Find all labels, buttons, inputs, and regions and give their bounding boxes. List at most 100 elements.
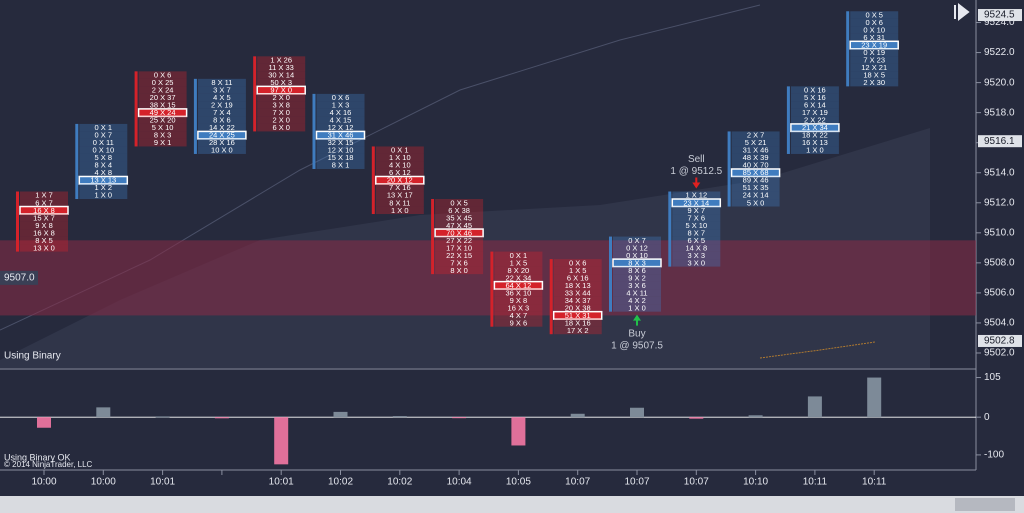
- cell-text: 8 X 6: [213, 116, 231, 125]
- cell-text: 49 X 24: [150, 108, 176, 117]
- cell-text: 8 X 11: [211, 78, 232, 87]
- cell: [553, 296, 602, 305]
- cell-text: 28 X 16: [209, 138, 235, 147]
- bar-strip: [312, 93, 316, 169]
- cell-text: 97 X 0: [270, 86, 292, 95]
- cell-text: 2 X 30: [863, 78, 885, 87]
- y-tick-label: 9514.0: [984, 167, 1015, 178]
- cell: [375, 191, 424, 200]
- cell: [197, 138, 246, 147]
- cell-text: 5 X 0: [747, 198, 765, 207]
- scrollbar[interactable]: [0, 496, 1024, 513]
- cell: [316, 161, 365, 169]
- cell-text: 23 X 19: [861, 41, 887, 50]
- cell-text: 7 X 4: [213, 108, 231, 117]
- cell: [553, 266, 602, 275]
- cell-highlight: [19, 205, 69, 215]
- delta-bar: [748, 415, 763, 418]
- trade-text: 1 @ 9507.5: [611, 340, 663, 351]
- cell-text: 9 X 6: [510, 318, 528, 327]
- cell-text: 0 X 6: [865, 18, 883, 27]
- x-tick-label: 10:02: [328, 477, 353, 488]
- scroll-end-button[interactable]: [954, 2, 970, 22]
- cell: [790, 146, 839, 154]
- cell-text: 0 X 11: [93, 138, 114, 147]
- bar-strip: [846, 11, 850, 87]
- cell-text: 0 X 10: [92, 146, 114, 155]
- cell-text: 9 X 1: [154, 138, 172, 147]
- y-tick-label: -100: [984, 450, 1004, 461]
- cell-text: 8 X 7: [688, 228, 706, 237]
- cell-text: 2 X 22: [804, 116, 826, 125]
- cell: [790, 131, 839, 139]
- cell: [850, 26, 899, 34]
- cell: [79, 184, 128, 192]
- cell: [316, 101, 365, 109]
- cell: [494, 259, 543, 267]
- cell-text: 4 X 7: [510, 311, 528, 320]
- cell-text: 32 X 15: [328, 138, 354, 147]
- cell-text: 8 X 4: [95, 161, 113, 170]
- cell-text: 2 X 19: [211, 101, 233, 110]
- cell-text: 17 X 2: [567, 326, 589, 335]
- cell-text: 0 X 25: [152, 78, 174, 87]
- cell-text: 8 X 20: [508, 266, 530, 275]
- cell-text: 20 X 37: [150, 93, 176, 102]
- y-tick-label: 9506.0: [984, 288, 1015, 299]
- y-tick-label: 9508.0: [984, 257, 1015, 268]
- cell-text: 1 X 2: [95, 183, 113, 192]
- cell-text: 0 X 7: [95, 131, 113, 140]
- delta-bar: [37, 417, 51, 428]
- cell: [850, 63, 899, 72]
- cell: [672, 251, 721, 260]
- delta-bar: [392, 416, 407, 418]
- trend-line: [759, 341, 876, 359]
- cell: [731, 146, 780, 154]
- cell-text: 85 X 68: [743, 168, 769, 177]
- cell: [257, 71, 306, 79]
- bar-strip: [16, 191, 19, 252]
- cell-text: 0 X 6: [569, 258, 587, 267]
- y-tick-label: 9504.0: [984, 318, 1015, 329]
- cell-text: 8 X 5: [35, 236, 53, 245]
- trade-label: Buy: [628, 328, 645, 339]
- cell-text: 70 X 46: [446, 228, 472, 237]
- cell-highlight: [197, 130, 247, 140]
- cell-text: 27 X 22: [446, 236, 472, 245]
- zone: [0, 240, 976, 316]
- cell-text: 0 X 16: [804, 86, 826, 95]
- cell: [494, 251, 543, 260]
- cell: [613, 251, 661, 260]
- cell: [79, 123, 128, 132]
- cell-text: 22 X 34: [505, 273, 531, 282]
- cell: [850, 18, 899, 27]
- cell: [257, 93, 306, 102]
- x-tick-label: 10:01: [269, 477, 294, 488]
- cell-text: 1 X 5: [510, 258, 528, 267]
- cell-text: 1 X 26: [270, 56, 292, 65]
- cell: [197, 116, 246, 124]
- scroll-thumb[interactable]: [955, 498, 1015, 511]
- cell: [494, 311, 543, 320]
- cell-text: 51 X 31: [565, 311, 591, 320]
- cell: [731, 176, 780, 184]
- cell: [494, 304, 543, 312]
- cell: [20, 229, 68, 237]
- cell: [257, 56, 306, 64]
- cell-text: 7 X 6: [688, 213, 706, 222]
- cell-text: 30 X 14: [268, 71, 294, 80]
- cell: [435, 199, 484, 207]
- cell: [79, 161, 128, 169]
- cell: [553, 326, 602, 335]
- cell: [672, 214, 721, 222]
- cell-text: 31 X 46: [328, 131, 354, 140]
- cell: [435, 259, 484, 267]
- cell-text: 13 X 13: [90, 176, 116, 185]
- cell: [731, 161, 780, 169]
- cell-text: 16 X 8: [33, 206, 55, 215]
- cell: [850, 11, 899, 19]
- cell-text: 15 X 18: [328, 153, 354, 162]
- cell: [435, 206, 484, 215]
- cell-text: 13 X 0: [33, 243, 55, 252]
- cell: [494, 289, 543, 297]
